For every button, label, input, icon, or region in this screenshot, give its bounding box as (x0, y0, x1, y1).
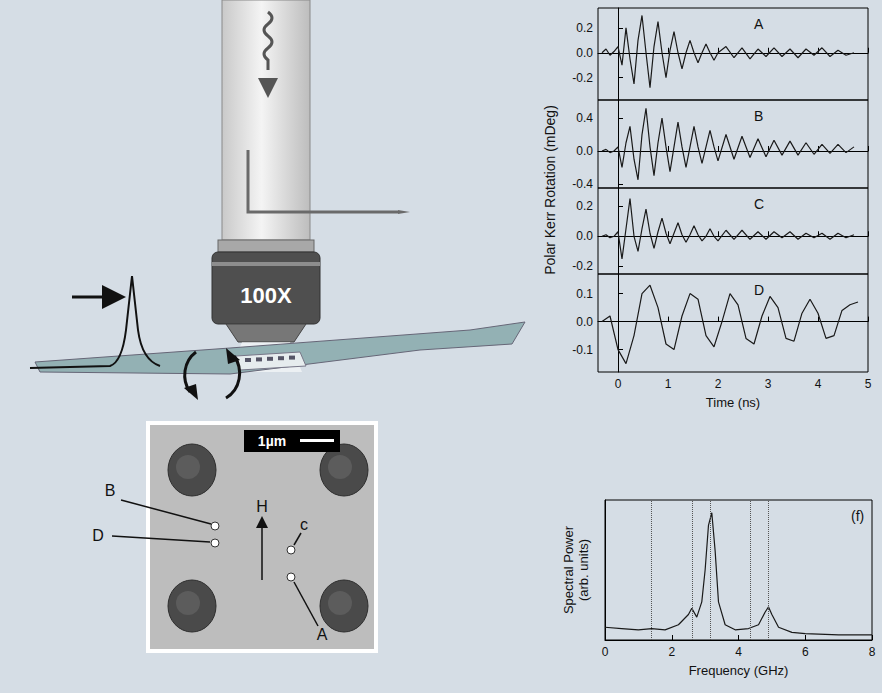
svg-text:0.1: 0.1 (576, 287, 593, 301)
svg-text:0.0: 0.0 (576, 46, 593, 60)
svg-text:(f): (f) (851, 508, 864, 524)
svg-text:Spectral Power: Spectral Power (561, 525, 576, 614)
svg-text:Time (ns): Time (ns) (706, 395, 760, 410)
svg-text:8: 8 (869, 645, 876, 659)
svg-text:0.0: 0.0 (576, 229, 593, 243)
svg-text:1µm: 1µm (258, 433, 286, 449)
svg-text:6: 6 (802, 645, 809, 659)
svg-text:4: 4 (815, 377, 822, 391)
svg-text:Frequency (GHz): Frequency (GHz) (689, 663, 789, 678)
svg-text:100X: 100X (240, 283, 292, 308)
svg-text:0: 0 (615, 377, 622, 391)
svg-text:0.0: 0.0 (576, 144, 593, 158)
svg-text:D: D (754, 282, 764, 298)
svg-text:A: A (754, 16, 764, 32)
svg-text:A: A (317, 626, 328, 643)
svg-text:-0.2: -0.2 (572, 71, 593, 85)
svg-text:4: 4 (735, 645, 742, 659)
svg-text:B: B (754, 108, 763, 124)
svg-text:2: 2 (715, 377, 722, 391)
svg-text:0.0: 0.0 (576, 315, 593, 329)
svg-text:2: 2 (668, 645, 675, 659)
svg-text:5: 5 (865, 377, 872, 391)
svg-text:1: 1 (665, 377, 672, 391)
svg-text:3: 3 (765, 377, 772, 391)
svg-text:H: H (256, 498, 268, 515)
svg-text:0: 0 (602, 645, 609, 659)
svg-text:-0.1: -0.1 (572, 343, 593, 357)
svg-text:-0.4: -0.4 (572, 177, 593, 191)
svg-text:0.2: 0.2 (576, 21, 593, 35)
svg-text:B: B (105, 482, 116, 499)
svg-text:(arb. units): (arb. units) (576, 539, 591, 601)
svg-text:C: C (754, 196, 764, 212)
svg-text:-0.2: -0.2 (572, 259, 593, 273)
svg-text:0.2: 0.2 (576, 199, 593, 213)
svg-text:c: c (300, 516, 308, 533)
svg-text:D: D (92, 527, 104, 544)
svg-text:Polar Kerr Rotation (mDeg): Polar Kerr Rotation (mDeg) (542, 105, 558, 275)
svg-text:0.4: 0.4 (576, 111, 593, 125)
